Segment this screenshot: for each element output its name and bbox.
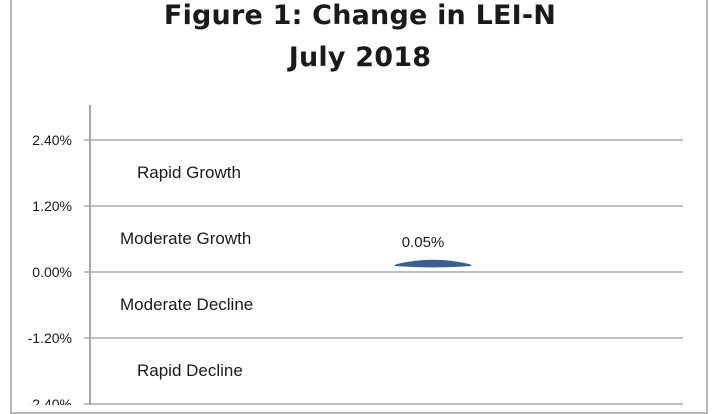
chart-svg: 2.40% 1.20% 0.00% -1.20% -2.40% Rapid Growth M… bbox=[28, 105, 683, 405]
chart-title: Figure 1: Change in LEI-N bbox=[163, 0, 557, 31]
y-tick-label: -2.40% bbox=[28, 396, 72, 405]
zone-label: Rapid Decline bbox=[137, 361, 243, 380]
chart-frame bbox=[10, 0, 708, 414]
data-label: 0.05% bbox=[402, 234, 445, 251]
y-tick-label: 1.20% bbox=[32, 198, 72, 214]
zone-label: Moderate Decline bbox=[120, 295, 253, 314]
y-tick-label: 2.40% bbox=[32, 132, 72, 148]
zone-label: Moderate Growth bbox=[120, 229, 251, 248]
y-tick-label: -1.20% bbox=[28, 330, 72, 346]
y-tick-label: 0.00% bbox=[32, 264, 72, 280]
zone-label: Rapid Growth bbox=[137, 163, 241, 182]
bar bbox=[394, 259, 472, 268]
chart-subtitle: July 2018 bbox=[288, 42, 432, 73]
